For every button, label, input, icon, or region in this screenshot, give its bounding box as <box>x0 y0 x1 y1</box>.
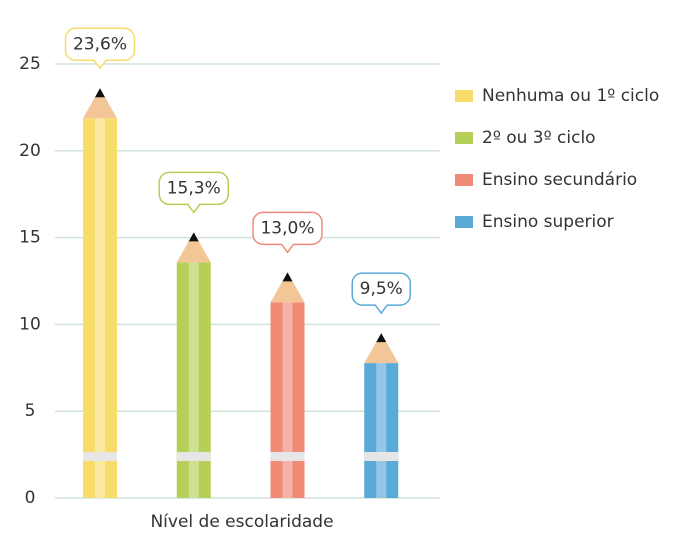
value-label: 13,0% <box>260 218 314 238</box>
pencil-lead <box>95 88 105 97</box>
legend-label: Ensino superior <box>482 212 614 232</box>
pencil-ferrule <box>271 452 305 461</box>
pencil-stripe <box>189 262 199 498</box>
y-tick-label: 0 <box>25 488 36 508</box>
x-axis-label: Nível de escolaridade <box>150 512 333 532</box>
pencil-lead <box>283 272 293 281</box>
value-label: 23,6% <box>73 34 127 54</box>
pencil-ferrule <box>177 452 211 461</box>
y-tick-label: 15 <box>19 228 41 248</box>
y-tick-label: 10 <box>19 314 41 334</box>
pencil-bar <box>364 333 398 498</box>
legend-swatch <box>455 216 473 228</box>
pencil-ferrule <box>364 452 398 461</box>
legend-label: Ensino secundário <box>482 170 637 190</box>
value-label: 15,3% <box>167 178 221 198</box>
y-tick-label: 20 <box>19 141 41 161</box>
value-label: 9,5% <box>360 279 403 299</box>
pencil-lead <box>376 333 386 342</box>
pencil-stripe <box>95 118 105 498</box>
legend-label: Nenhuma ou 1º ciclo <box>482 86 659 106</box>
pencil-ferrule <box>83 452 117 461</box>
legend-swatch <box>455 174 473 186</box>
pencil-bar <box>83 88 117 498</box>
pencil-stripe <box>376 363 386 498</box>
legend-label: 2º ou 3º ciclo <box>482 128 596 148</box>
chart: Nível de escolaridade 0 5 10 15 20 25 23,6% Nen… <box>0 0 691 534</box>
pencil-bar <box>271 272 305 498</box>
pencil-bar <box>177 232 211 498</box>
legend-swatch <box>455 90 473 102</box>
pencil-stripe <box>283 302 293 498</box>
y-tick-label: 25 <box>19 54 41 74</box>
y-tick-label: 5 <box>25 401 36 421</box>
legend-swatch <box>455 132 473 144</box>
